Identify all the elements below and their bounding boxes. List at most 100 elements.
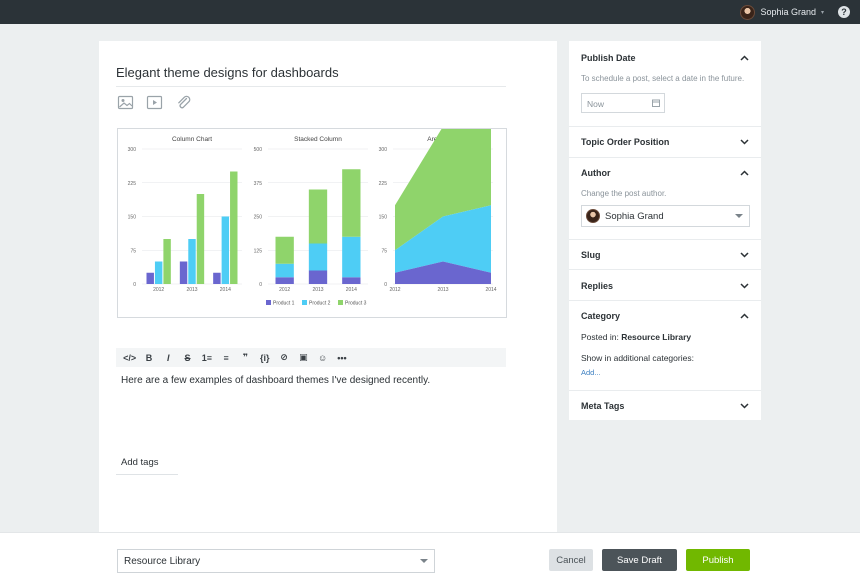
save-draft-button[interactable]: Save Draft [602,549,677,571]
avatar [740,4,756,20]
add-category-link[interactable]: Add... [581,368,601,377]
post-title[interactable]: Elegant theme designs for dashboards [116,65,506,87]
x-tick-label: 2012 [389,287,400,293]
settings-sidebar: Publish Date To schedule a post, select … [569,41,761,420]
y-tick-label: 0 [259,282,262,288]
section-slug[interactable]: Slug [569,240,761,270]
x-tick-label: 2014 [485,287,496,293]
section-title: Topic Order Position [581,137,670,147]
chevron-down-icon[interactable] [740,252,749,258]
bold-icon[interactable]: B [145,352,153,363]
avatar [586,209,600,223]
date-input[interactable]: Now [581,93,665,113]
quote-icon[interactable]: ❞ [242,352,249,362]
x-tick-label: 2013 [312,287,323,293]
section-title[interactable]: Author [581,168,611,178]
chevron-down-icon[interactable] [740,403,749,409]
user-menu[interactable]: Sophia Grand ▾ [740,4,824,20]
calendar-icon [652,99,660,107]
more-icon[interactable]: ••• [337,352,347,363]
additional-categories-label: Show in additional categories: [581,353,694,363]
chevron-down-icon [735,214,743,218]
format-toolbar: </> B I S 1≡ ≡ ❞ {i} ⊘ ▣ ☺ ••• [116,348,506,367]
bar [213,272,221,284]
bar [154,261,163,284]
legend-label: Product 2 [309,301,331,307]
x-tick-label: 2013 [186,287,197,293]
video-icon[interactable] [146,94,163,111]
section-title: Slug [581,250,601,260]
chevron-up-icon[interactable] [740,170,749,176]
section-replies[interactable]: Replies [569,270,761,301]
x-tick-label: 2012 [279,287,290,293]
x-tick-label: 2012 [153,287,164,293]
cancel-button[interactable]: Cancel [549,549,593,571]
legend-label: Product 3 [345,301,367,307]
legend-swatch [266,300,271,305]
date-placeholder: Now [587,99,605,109]
strikethrough-icon[interactable]: S [184,352,191,363]
area-series [395,261,491,284]
post-body[interactable]: Here are a few examples of dashboard the… [121,375,431,386]
info-block-icon[interactable]: {i} [259,352,270,363]
author-select[interactable]: Sophia Grand [581,205,750,227]
bar [196,194,205,284]
y-tick-label: 250 [254,215,263,221]
image-insert-icon[interactable]: ▣ [299,352,308,362]
section-title[interactable]: Category [581,311,621,321]
stacked-bar [342,169,361,237]
section-title[interactable]: Publish Date [581,53,636,63]
chevron-down-icon[interactable] [740,139,749,145]
stacked-bar [308,270,328,284]
stacked-bar [275,263,294,278]
stacked-bar [275,236,294,264]
chevron-up-icon[interactable] [740,55,749,61]
section-hint: To schedule a post, select a date in the… [581,74,745,83]
stacked-bar [342,236,361,278]
stacked-bar [308,189,328,244]
posted-label: Posted in: [581,332,619,342]
section-publish-date: Publish Date To schedule a post, select … [569,41,761,127]
help-icon[interactable]: ? [838,6,850,18]
bar [179,261,188,284]
chevron-down-icon [420,559,428,563]
chart-title: Stacked Column [294,136,342,143]
dashboard-image: Column Chart 300 225 150 75 0 2012 2013 2014 Stac… [117,128,507,318]
link-icon[interactable]: ⊘ [280,352,288,362]
category-select[interactable]: Resource Library [117,549,435,573]
stacked-bar [342,277,361,284]
legend-label: Product 1 [273,301,295,307]
chevron-down-icon: ▾ [820,9,824,16]
emoji-icon[interactable]: ☺ [318,352,328,363]
stacked-bar [308,243,328,271]
chevron-up-icon[interactable] [740,313,749,319]
category-value: Resource Library [124,556,201,567]
posted-category: Resource Library [621,332,692,342]
ordered-list-icon[interactable]: 1≡ [201,352,212,363]
section-meta-tags[interactable]: Meta Tags [569,391,761,420]
y-tick-label: 150 [128,215,137,221]
legend-swatch [302,300,307,305]
publish-button[interactable]: Publish [686,549,750,571]
y-tick-label: 500 [254,147,263,153]
code-icon[interactable]: </> [123,352,137,363]
bar [146,272,154,284]
bar [221,216,230,284]
author-name: Sophia Grand [605,210,664,222]
area-series [395,205,491,273]
section-title: Replies [581,281,614,291]
chevron-down-icon[interactable] [740,283,749,289]
top-bar: Sophia Grand ▾ ? [0,0,860,24]
bullet-list-icon[interactable]: ≡ [223,352,229,363]
tags-input[interactable]: Add tags [116,453,178,475]
legend-swatch [338,300,343,305]
y-tick-label: 75 [381,248,387,254]
bar [163,239,171,284]
section-title: Meta Tags [581,401,625,411]
paperclip-icon[interactable] [175,94,192,111]
y-tick-label: 300 [379,147,388,153]
section-topic-order[interactable]: Topic Order Position [569,127,761,158]
y-tick-label: 225 [379,181,388,187]
image-icon[interactable] [117,94,134,111]
italic-icon[interactable]: I [166,352,170,363]
